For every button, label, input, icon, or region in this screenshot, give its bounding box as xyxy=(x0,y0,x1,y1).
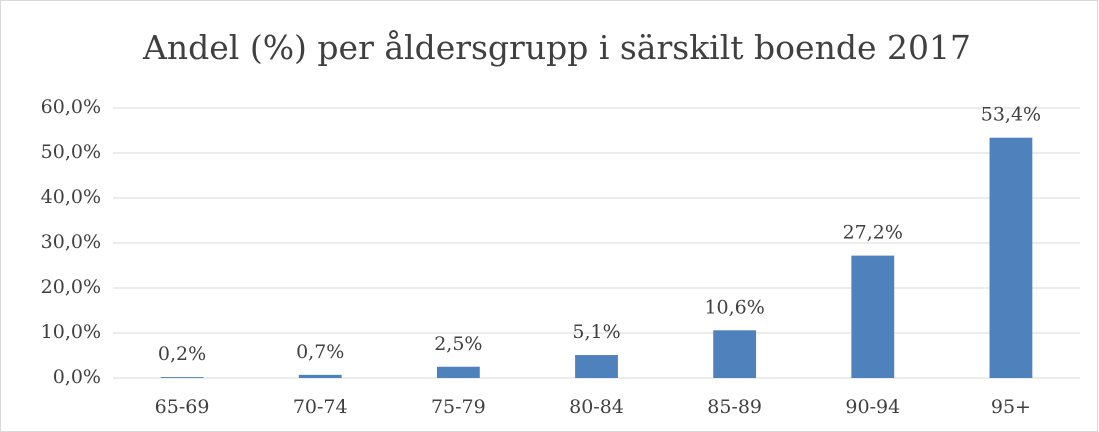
x-tick-label: 80-84 xyxy=(569,396,624,418)
data-label: 2,5% xyxy=(434,333,482,355)
y-tick-label: 60,0% xyxy=(41,96,101,118)
data-label: 0,7% xyxy=(296,341,344,363)
x-tick-label: 75-79 xyxy=(431,396,486,418)
y-tick-label: 0,0% xyxy=(53,366,101,388)
data-label: 27,2% xyxy=(843,222,903,244)
bar xyxy=(160,377,204,378)
bar xyxy=(298,374,342,378)
bar xyxy=(989,137,1033,378)
y-tick-label: 10,0% xyxy=(41,321,101,343)
x-tick-label: 85-89 xyxy=(707,396,762,418)
data-label: 10,6% xyxy=(704,296,764,318)
chart-title: Andel (%) per åldersgrupp i särskilt boe… xyxy=(142,28,971,67)
y-tick-label: 20,0% xyxy=(41,276,101,298)
bar xyxy=(575,355,618,378)
y-tick-label: 40,0% xyxy=(41,186,101,208)
y-tick-label: 30,0% xyxy=(41,231,101,253)
data-label: 0,2% xyxy=(158,343,206,365)
bar xyxy=(851,255,895,378)
bar xyxy=(436,366,480,378)
x-tick-label: 95+ xyxy=(991,396,1031,418)
bar xyxy=(713,330,757,378)
x-tick-label: 70-74 xyxy=(293,396,348,418)
y-tick-label: 50,0% xyxy=(41,141,101,163)
x-tick-label: 65-69 xyxy=(155,396,210,418)
data-label: 5,1% xyxy=(572,321,620,343)
data-label: 53,4% xyxy=(981,104,1041,126)
x-tick-label: 90-94 xyxy=(845,396,900,418)
